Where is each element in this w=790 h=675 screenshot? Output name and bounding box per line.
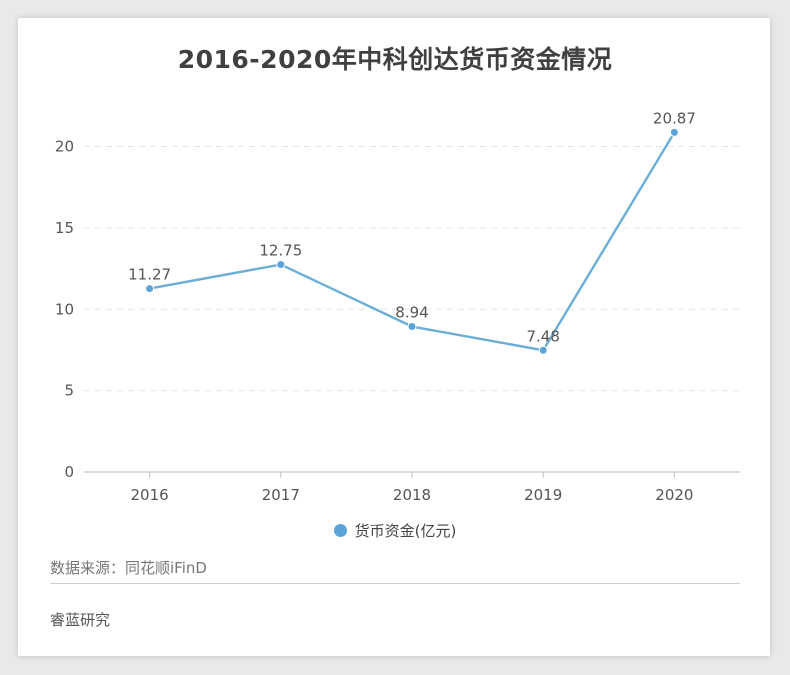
data-label: 7.48 xyxy=(526,327,559,345)
data-point xyxy=(538,345,548,355)
y-tick-label: 15 xyxy=(55,219,74,237)
data-label: 12.75 xyxy=(259,242,302,260)
x-tick-label: 2017 xyxy=(262,486,300,504)
series-lines xyxy=(145,127,679,355)
data-source: 数据来源：同花顺iFinD xyxy=(50,559,207,577)
legend-label: 货币资金(亿元) xyxy=(354,522,457,540)
divider xyxy=(50,583,740,584)
legend-marker xyxy=(333,524,347,537)
data-labels: 11.27 12.75 8.94 7.48 20.87 xyxy=(128,109,696,345)
grid-lines xyxy=(84,146,740,392)
x-tick-label: 2016 xyxy=(131,486,169,504)
y-tick-label: 0 xyxy=(64,463,74,481)
data-label: 20.87 xyxy=(653,109,696,127)
x-tick-label: 2018 xyxy=(393,486,431,504)
axes: 0 5 10 15 20 2016 2017 2018 2019 2020 xyxy=(55,138,740,504)
data-point xyxy=(276,260,286,270)
data-label: 8.94 xyxy=(395,304,428,322)
chart-card xyxy=(18,18,770,656)
data-point xyxy=(669,127,679,137)
legend[interactable]: 货币资金(亿元) xyxy=(0,520,790,541)
chart-title: 2016-2020年中科创达货币资金情况 xyxy=(177,45,613,74)
data-label: 11.27 xyxy=(128,266,171,284)
x-tick-label: 2019 xyxy=(524,486,562,504)
x-tick-label: 2020 xyxy=(655,486,693,504)
y-tick-label: 5 xyxy=(64,382,74,400)
data-point xyxy=(407,322,417,332)
brand-label: 睿蓝研究 xyxy=(50,611,111,629)
y-tick-label: 20 xyxy=(55,138,74,156)
y-tick-label: 10 xyxy=(55,300,74,318)
data-point xyxy=(145,284,155,294)
